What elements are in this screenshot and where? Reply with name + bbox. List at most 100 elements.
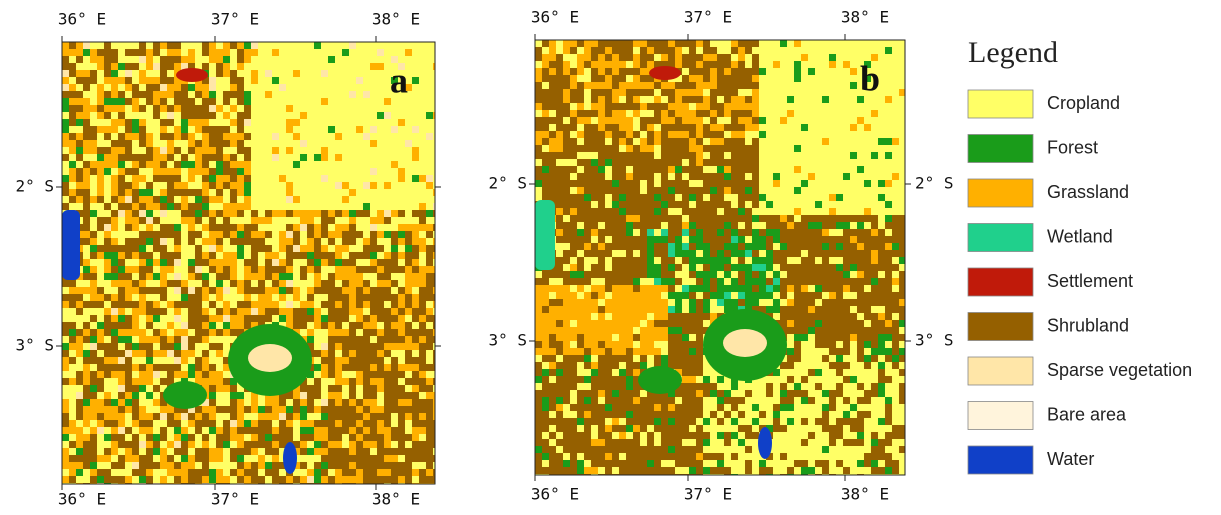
map-cell xyxy=(125,126,133,134)
map-cell xyxy=(146,420,154,428)
map-cell xyxy=(314,182,322,190)
map-cell xyxy=(97,154,105,162)
map-cell xyxy=(419,434,427,442)
map-cell xyxy=(815,145,823,153)
map-cell xyxy=(689,159,697,167)
map-cell xyxy=(780,47,788,55)
map-cell xyxy=(342,434,350,442)
map-cell xyxy=(314,210,322,218)
map-cell xyxy=(426,98,434,106)
map-cell xyxy=(160,63,168,71)
map-cell xyxy=(850,40,858,48)
map-cell xyxy=(328,133,336,141)
map-cell xyxy=(174,98,182,106)
map-cell xyxy=(605,173,613,181)
map-cell xyxy=(76,161,84,169)
map-cell xyxy=(668,215,676,223)
map-cell xyxy=(76,98,84,106)
map-cell xyxy=(801,215,809,223)
map-cell xyxy=(864,187,872,195)
map-cell xyxy=(209,196,217,204)
map-cell xyxy=(104,350,112,358)
map-cell xyxy=(139,175,147,183)
map-cell xyxy=(391,189,399,197)
map-cell xyxy=(83,168,91,176)
map-cell xyxy=(244,119,252,127)
map-cell xyxy=(97,406,105,414)
map-cell xyxy=(426,245,434,253)
map-cell xyxy=(885,82,893,90)
map-cell xyxy=(612,54,620,62)
map-cell xyxy=(363,350,371,358)
map-cell xyxy=(237,56,245,64)
map-cell xyxy=(335,140,343,148)
map-cell xyxy=(591,61,599,69)
map-cell xyxy=(794,89,802,97)
map-cell xyxy=(717,110,725,118)
map-cell xyxy=(752,187,760,195)
map-cell xyxy=(864,124,872,132)
map-cell xyxy=(90,175,98,183)
map-cell xyxy=(426,350,434,358)
map-cell xyxy=(752,180,760,188)
map-cell xyxy=(822,68,830,76)
map-cell xyxy=(160,322,168,330)
map-cell xyxy=(237,203,245,211)
map-cell xyxy=(195,287,203,295)
map-cell xyxy=(654,201,662,209)
map-cell xyxy=(433,315,441,323)
map-cell xyxy=(125,357,133,365)
map-cell xyxy=(549,166,557,174)
map-cell xyxy=(668,187,676,195)
map-cell xyxy=(90,434,98,442)
map-cell xyxy=(689,201,697,209)
map-cell xyxy=(398,357,406,365)
map-cell xyxy=(640,180,648,188)
map-cell xyxy=(160,287,168,295)
map-cell xyxy=(696,236,704,244)
map-cell xyxy=(370,210,378,218)
map-cell xyxy=(265,147,273,155)
map-cell xyxy=(111,434,119,442)
map-cell xyxy=(118,434,126,442)
map-cell xyxy=(181,210,189,218)
map-cell xyxy=(626,40,634,48)
map-cell xyxy=(188,434,196,442)
map-cell xyxy=(363,259,371,267)
map-cell xyxy=(244,259,252,267)
map-cell xyxy=(153,399,161,407)
map-cell xyxy=(188,322,196,330)
map-cell xyxy=(258,147,266,155)
map-cell xyxy=(612,82,620,90)
map-cell xyxy=(717,166,725,174)
map-cell xyxy=(104,406,112,414)
map-cell xyxy=(97,133,105,141)
map-cell xyxy=(612,180,620,188)
map-cell xyxy=(363,371,371,379)
map-cell xyxy=(328,287,336,295)
map-cell xyxy=(654,117,662,125)
map-cell xyxy=(717,208,725,216)
map-cell xyxy=(300,273,308,281)
map-cell xyxy=(300,175,308,183)
map-cell xyxy=(426,49,434,57)
map-cell xyxy=(97,364,105,372)
map-cell xyxy=(125,105,133,113)
map-cell xyxy=(111,210,119,218)
map-cell xyxy=(202,420,210,428)
map-cell xyxy=(556,173,564,181)
map-cell xyxy=(857,152,865,160)
map-cell xyxy=(836,166,844,174)
map-cell xyxy=(258,448,266,456)
map-cell xyxy=(724,152,732,160)
map-cell xyxy=(836,124,844,132)
map-cell xyxy=(97,273,105,281)
map-cell xyxy=(244,133,252,141)
map-cell xyxy=(83,91,91,99)
map-cell xyxy=(363,406,371,414)
map-cell xyxy=(272,161,280,169)
map-cell xyxy=(426,476,434,484)
map-cell xyxy=(752,96,760,104)
map-cell xyxy=(125,413,133,421)
bare-center xyxy=(248,344,292,372)
